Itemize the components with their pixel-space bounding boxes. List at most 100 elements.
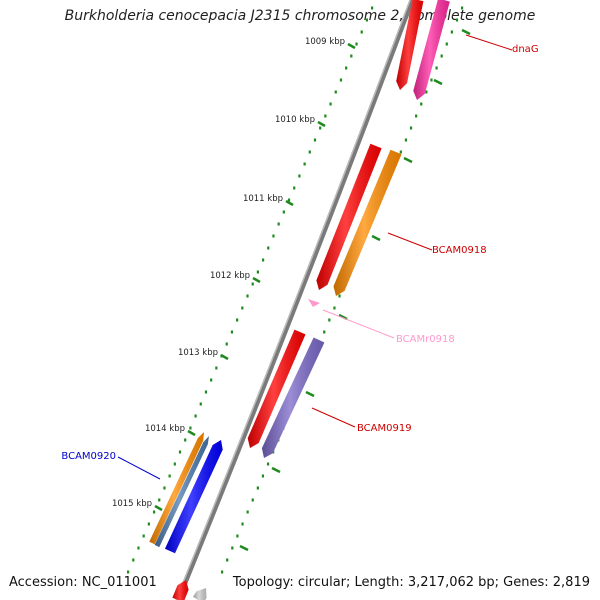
tick-mark [433,78,443,86]
guide-dot-right [455,18,459,22]
guide-dot-right [461,6,464,10]
tick-label: 1013 kbp [178,348,218,358]
tick-label: 1014 kbp [145,424,185,434]
guide-dot-right [261,474,265,478]
feature-arrow-shade [261,337,325,458]
guide-dot-left [163,486,166,490]
guide-dot-left [132,558,135,562]
guide-dot-right [256,486,259,490]
guide-dot-left [230,330,234,334]
guide-dot-left [251,282,254,286]
feature-label[interactable]: BCAM0918 [432,245,487,256]
guide-dot-left [339,78,343,82]
guide-dot-left [158,498,161,502]
label-leader-line [311,407,356,428]
tick-mark [285,199,294,207]
tick-mark [220,353,229,361]
tick-label: 1015 kbp [112,499,152,509]
label-leader-line [465,34,513,51]
guide-dot-right [236,534,239,538]
guide-dot-right [415,114,418,118]
feature-arrow-shade [316,143,382,290]
guide-dot-left [142,534,145,538]
tick-mark [154,504,163,512]
guide-dot-right [450,30,453,34]
guide-dot-left [313,138,317,142]
feature-label[interactable]: BCAM0920 [61,451,116,462]
guide-dot-left [308,150,311,154]
guide-dot-left [184,438,187,442]
tick-marks: 1009 kbp 1010 kbp 1011 kbp 1012 kbp 1013 kbp… [112,28,471,552]
genome-summary-text: Topology: circular; Length: 3,217,062 bp… [232,575,590,590]
guide-dot-right [333,306,336,310]
guide-dot-left [246,294,249,298]
guide-dot-left [272,234,275,238]
tick-mark [403,156,413,164]
guide-dot-left [267,246,270,250]
guide-dot-right [425,90,428,94]
guide-dot-right [328,318,331,322]
tick-label: 1012 kbp [210,271,250,281]
guide-dot-left [345,66,348,70]
tick-mark [371,234,381,242]
guide-dot-right [221,570,224,574]
guide-dot-left [137,546,140,550]
tick-label: 1009 kbp [305,37,345,47]
tick-label: 1011 kbp [243,194,283,204]
guide-dot-left [241,306,244,310]
feature-label[interactable]: BCAMr0918 [396,334,455,345]
guide-dot-left [277,222,280,226]
guide-dot-left [194,414,197,418]
guide-dot-right [420,102,423,106]
label-leader-line [322,309,395,339]
guide-dot-right [251,498,254,502]
guide-dot-left [334,90,337,94]
guide-dot-right [231,546,234,550]
feature-arrow-shade [172,580,189,600]
guide-dot-right [323,330,326,334]
guide-dot-right [266,462,270,466]
guide-dot-left [293,186,296,190]
guide-dot-right [241,522,244,526]
guide-dot-left [152,510,156,514]
tick-mark [461,28,471,36]
guide-dot-left [199,402,202,406]
guide-dot-left [282,210,285,214]
guide-dot-left [210,378,213,382]
backbone-highlight [175,0,411,600]
tick-mark [252,276,261,284]
guide-dot-right [430,78,433,82]
guide-dot-left [371,6,374,10]
tick-mark [305,390,315,398]
guide-dot-left [261,258,265,262]
feature-arrow-shade [396,0,424,90]
guide-dot-left [204,390,208,394]
accession-text: Accession: NC_011001 [9,575,157,590]
tick-mark [271,466,281,474]
guide-dot-left [350,54,353,58]
guide-dot-left [225,342,228,346]
guide-dot-left [236,318,239,322]
guide-dot-left [319,126,322,130]
guide-dot-left [365,18,369,22]
feature-arrow-shade [154,436,209,548]
guide-dot-right [338,294,341,298]
feature-arrow[interactable] [308,299,320,307]
guide-dot-right [226,558,229,562]
tick-label: 1010 kbp [275,115,315,125]
feature-arrow-shade [165,440,223,554]
feature-arrow-shade [333,149,402,296]
backbone-line [175,0,415,600]
guide-dot-right [399,150,402,154]
guide-dot-left [256,270,259,274]
guide-dot-right [440,54,443,58]
guide-dot-right [409,126,413,130]
feature-label[interactable]: dnaG [512,44,539,55]
guide-dot-left [215,366,218,370]
guide-dot-left [287,198,291,202]
tick-mark [338,313,348,321]
feature-label[interactable]: BCAM0919 [357,423,412,434]
feature-labels: dnaG BCAM0918 BCAMr0918 BCAM0919 BCAM0920 [61,34,539,480]
guide-dot-left [173,462,176,466]
